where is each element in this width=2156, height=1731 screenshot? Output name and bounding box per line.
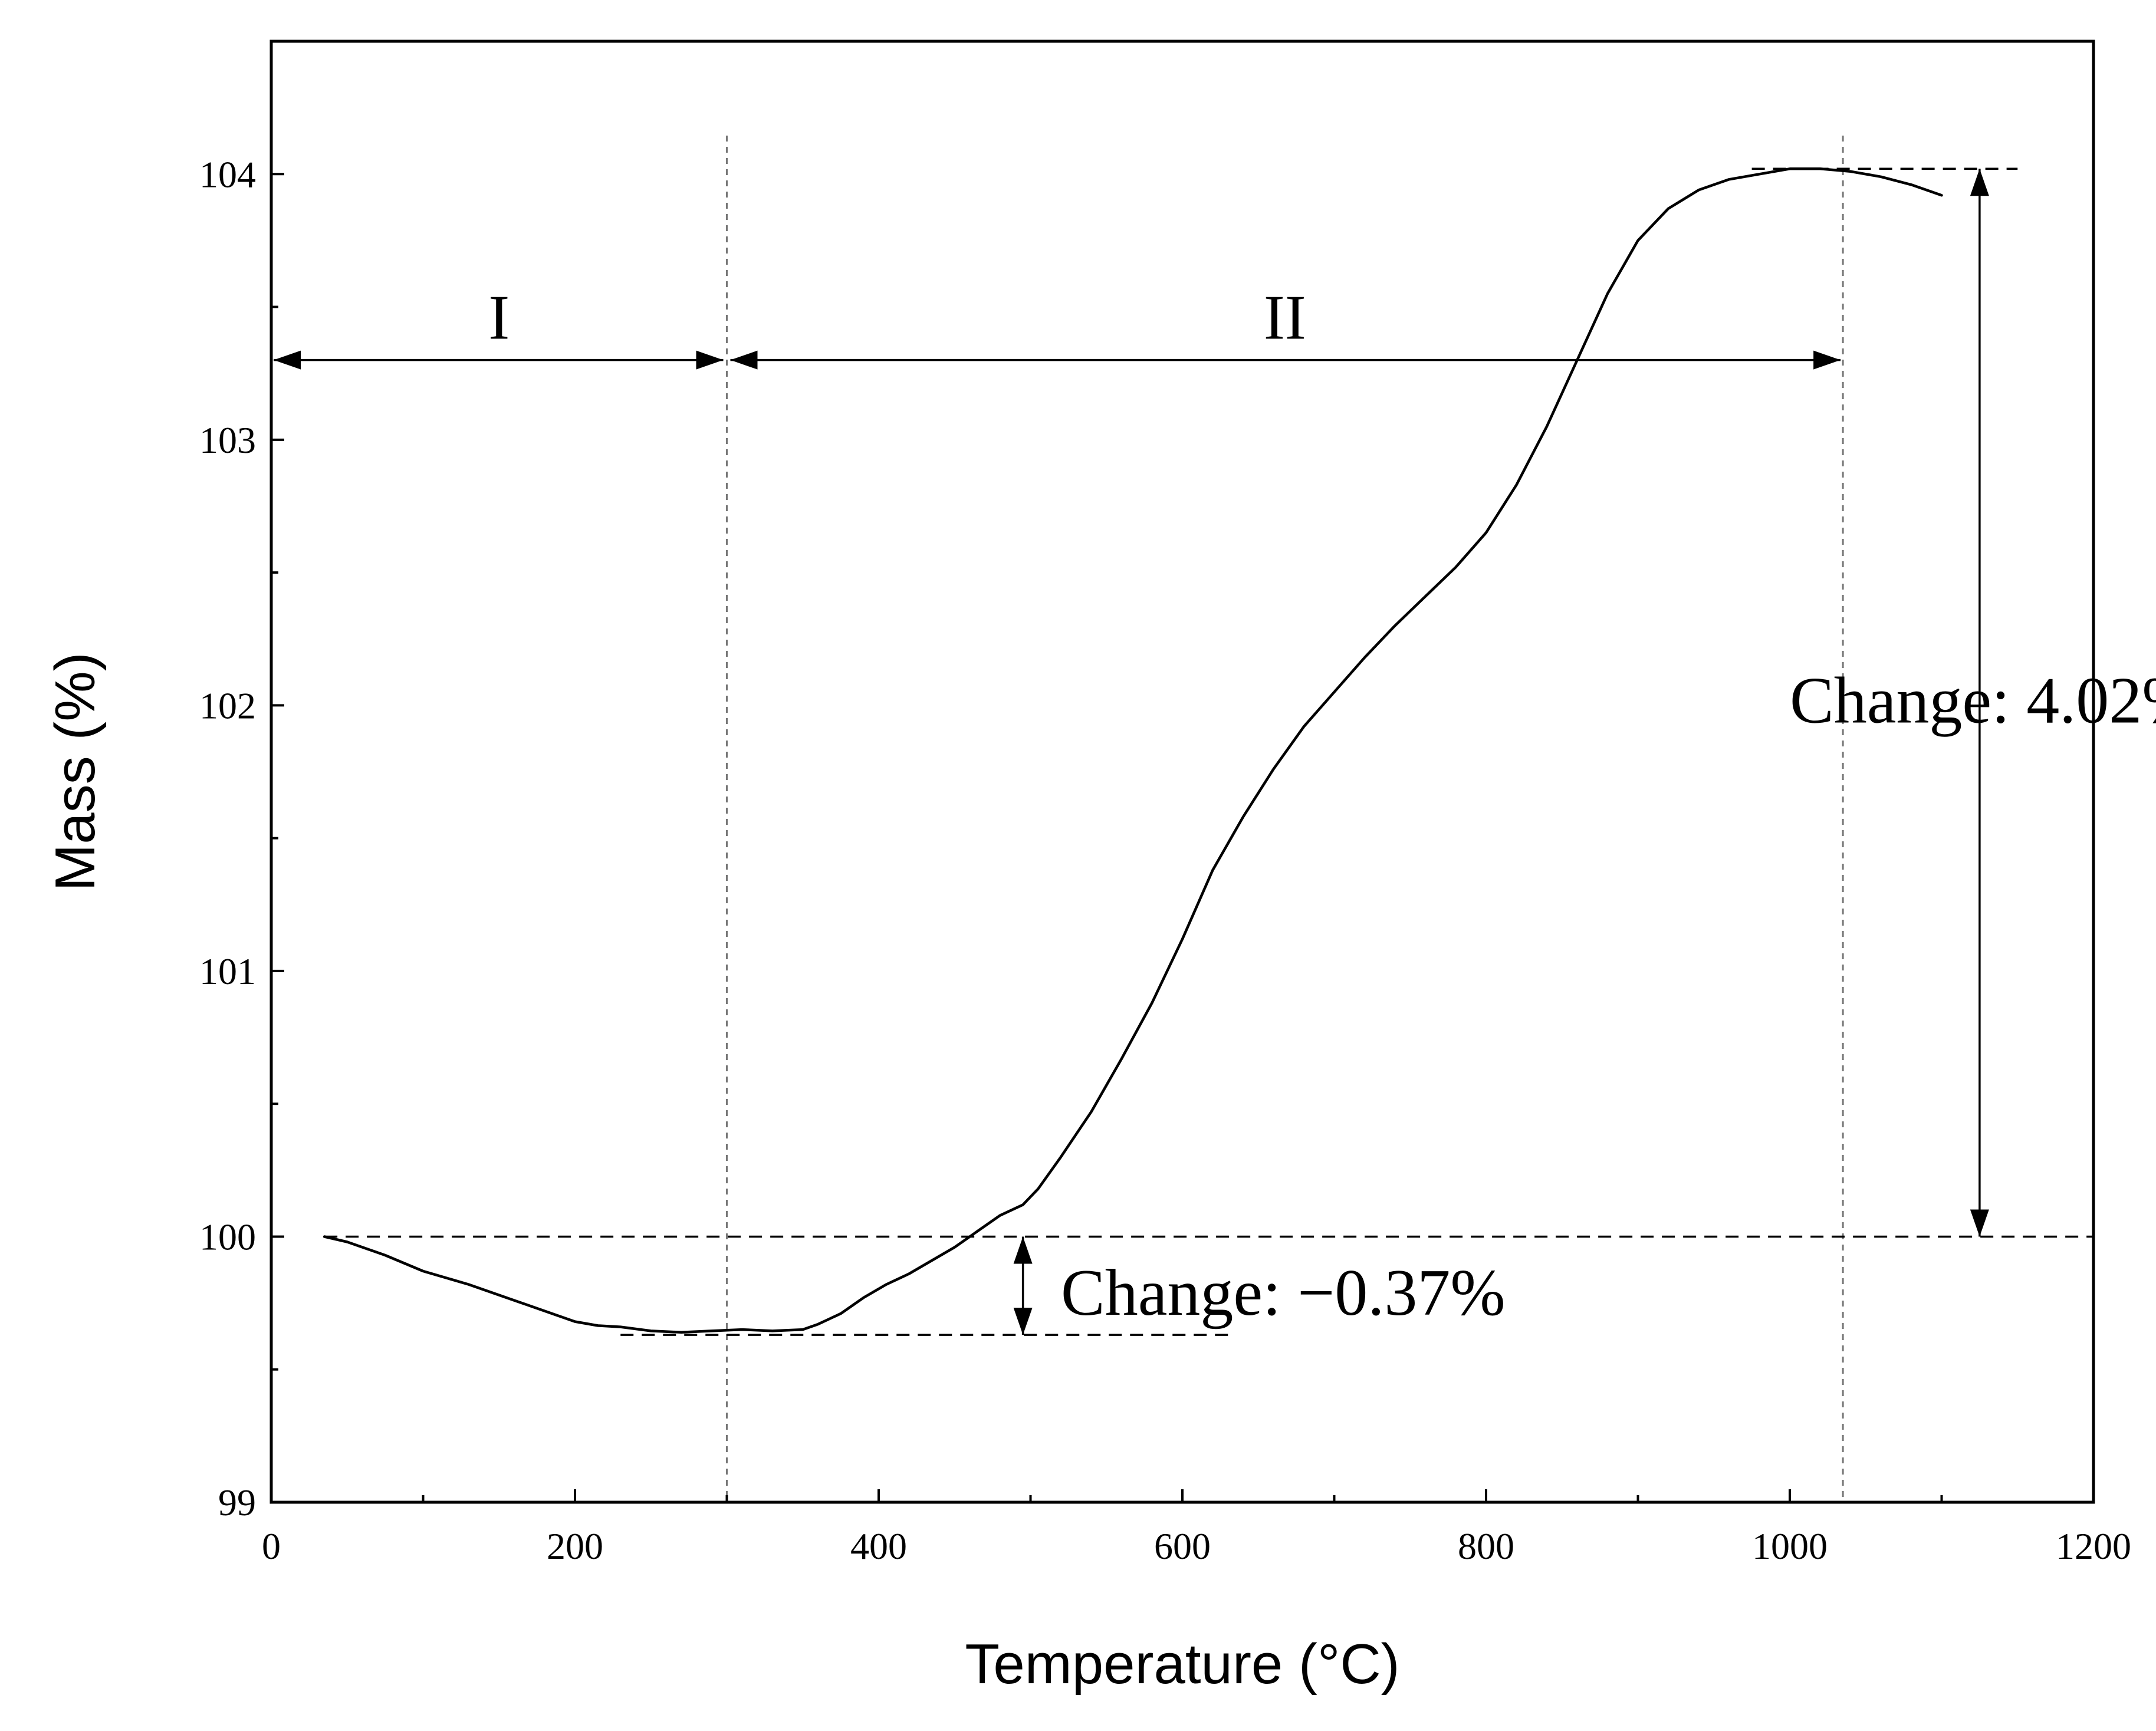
y-axis: 99 100 101 102 103 104 <box>199 153 284 1523</box>
arrowhead <box>1013 1236 1033 1264</box>
mass-curve <box>323 167 1943 1334</box>
y-axis-title: Mass (%) <box>44 652 107 891</box>
x-tick-label: 0 <box>262 1525 281 1567</box>
x-tick-label: 400 <box>850 1525 907 1567</box>
arrowhead <box>1970 1209 1989 1237</box>
y-tick-label: 103 <box>199 419 256 461</box>
y-tick-label: 102 <box>199 684 256 726</box>
x-tick-label: 800 <box>1458 1525 1514 1567</box>
y-tick-label: 99 <box>218 1482 256 1523</box>
y-tick-label: 101 <box>199 950 256 992</box>
arrowhead <box>274 350 301 370</box>
annotation-mass-gain: Change: 4.02% <box>1790 664 2156 737</box>
arrowhead <box>696 350 724 370</box>
x-tick-label: 1200 <box>2056 1525 2131 1567</box>
region-labels: I II <box>488 283 1306 353</box>
y-tick-label: 100 <box>199 1216 256 1258</box>
y-tick-label: 104 <box>199 153 256 195</box>
arrowhead <box>730 350 758 370</box>
annotations <box>274 169 1989 1335</box>
x-axis-title: Temperature (°C) <box>965 1633 1399 1696</box>
arrowhead <box>1013 1308 1033 1335</box>
arrowhead <box>1813 350 1841 370</box>
arrowhead <box>1970 169 1989 196</box>
x-axis: 0 200 400 600 800 1000 1200 <box>262 1489 2131 1567</box>
x-tick-label: 600 <box>1154 1525 1211 1567</box>
x-tick-label: 1000 <box>1752 1525 1828 1567</box>
x-tick-label: 200 <box>547 1525 603 1567</box>
region-label-i: I <box>488 283 510 353</box>
annotation-mass-loss: Change: −0.37% <box>1061 1256 1506 1329</box>
data-series <box>323 167 1943 1334</box>
region-label-ii: II <box>1264 283 1306 353</box>
